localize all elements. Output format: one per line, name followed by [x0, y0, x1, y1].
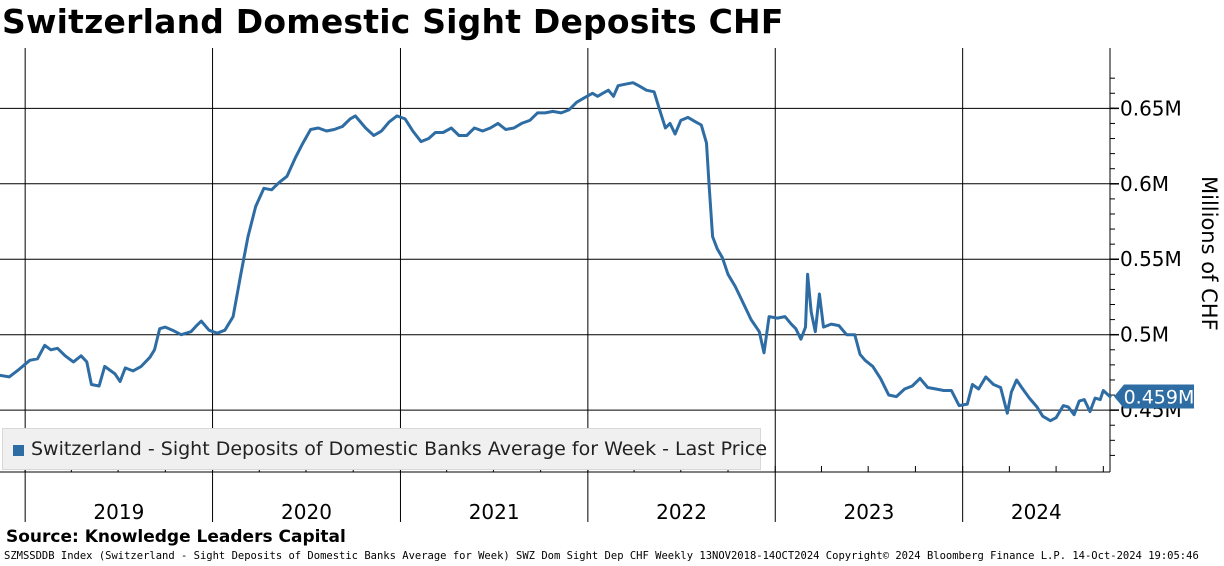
footer-note: SZMSSDDB Index (Switzerland - Sight Depo…	[4, 550, 1199, 562]
legend-swatch	[13, 445, 24, 456]
x-axis-labels: 2019 2020 2021 2022 2023 2024	[93, 500, 1061, 524]
x-tick-label: 2023	[843, 500, 894, 524]
x-tick-label: 2024	[1011, 500, 1062, 524]
last-value-badge-bg	[1114, 384, 1194, 409]
y-tick-label: 0.5M	[1120, 323, 1169, 347]
x-tick-label: 2021	[469, 500, 520, 524]
legend: Switzerland - Sight Deposits of Domestic…	[2, 428, 767, 470]
y-tick-label: 0.6M	[1120, 172, 1169, 196]
series-line	[0, 81, 1112, 423]
x-tick-label: 2020	[281, 500, 332, 524]
y-axis-title: Millions of CHF	[1197, 176, 1221, 331]
x-tick-label: 2022	[656, 500, 707, 524]
last-value-text: 0.459M	[1124, 387, 1195, 409]
y-tick-label: 0.55M	[1120, 247, 1182, 271]
x-tick-label: 2019	[93, 500, 144, 524]
last-value-badge: 0.459M	[1114, 384, 1195, 409]
chart-title: Switzerland Domestic Sight Deposits CHF	[2, 2, 784, 41]
source-note: Source: Knowledge Leaders Capital	[6, 527, 346, 547]
y-tick-label: 0.65M	[1120, 96, 1182, 120]
legend-label: Switzerland - Sight Deposits of Domestic…	[31, 438, 768, 460]
